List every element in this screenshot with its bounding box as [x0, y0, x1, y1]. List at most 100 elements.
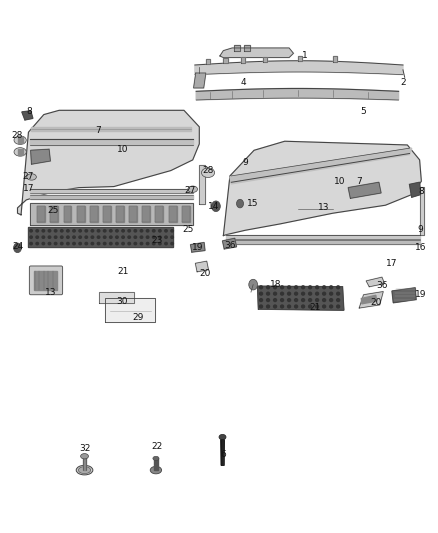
Polygon shape [18, 149, 23, 155]
Ellipse shape [287, 298, 291, 302]
Text: 27: 27 [185, 186, 196, 195]
Ellipse shape [102, 241, 107, 245]
Polygon shape [263, 56, 267, 62]
Ellipse shape [121, 241, 125, 245]
Text: 28: 28 [12, 132, 23, 140]
Ellipse shape [150, 466, 162, 474]
Ellipse shape [301, 285, 305, 289]
Ellipse shape [273, 304, 277, 309]
Ellipse shape [322, 298, 326, 302]
Ellipse shape [153, 456, 159, 461]
Ellipse shape [266, 285, 270, 289]
Ellipse shape [336, 304, 340, 309]
Ellipse shape [287, 304, 291, 309]
Polygon shape [230, 148, 412, 184]
Ellipse shape [308, 292, 312, 296]
Ellipse shape [47, 229, 52, 232]
Polygon shape [105, 298, 155, 322]
Ellipse shape [280, 285, 284, 289]
Ellipse shape [47, 241, 52, 245]
Polygon shape [99, 292, 134, 303]
Ellipse shape [266, 304, 270, 309]
Ellipse shape [41, 229, 46, 232]
Polygon shape [116, 206, 124, 222]
Ellipse shape [127, 229, 131, 232]
Ellipse shape [27, 174, 36, 180]
Ellipse shape [60, 241, 64, 245]
Ellipse shape [102, 236, 107, 239]
Text: 21: 21 [118, 268, 129, 276]
Ellipse shape [96, 236, 100, 239]
Ellipse shape [164, 229, 168, 232]
Ellipse shape [66, 236, 70, 239]
Text: 14: 14 [208, 202, 219, 211]
Text: 9: 9 [417, 225, 424, 233]
Ellipse shape [84, 236, 88, 239]
Ellipse shape [109, 229, 113, 232]
Text: 13: 13 [318, 204, 330, 212]
Polygon shape [31, 127, 191, 131]
Ellipse shape [329, 304, 333, 309]
Text: 28: 28 [203, 166, 214, 175]
Polygon shape [50, 206, 58, 222]
Ellipse shape [329, 292, 333, 296]
Ellipse shape [266, 292, 270, 296]
FancyBboxPatch shape [29, 266, 63, 295]
Ellipse shape [66, 241, 70, 245]
Polygon shape [420, 187, 424, 235]
Polygon shape [244, 45, 250, 51]
Ellipse shape [322, 285, 326, 289]
Polygon shape [155, 206, 163, 222]
Ellipse shape [109, 236, 113, 239]
Polygon shape [64, 206, 71, 222]
Ellipse shape [273, 298, 277, 302]
Polygon shape [223, 141, 421, 236]
Ellipse shape [72, 236, 76, 239]
Ellipse shape [53, 229, 57, 232]
Polygon shape [258, 286, 344, 310]
Ellipse shape [90, 229, 94, 232]
Ellipse shape [115, 229, 119, 232]
Ellipse shape [66, 229, 70, 232]
Ellipse shape [127, 241, 131, 245]
Polygon shape [195, 61, 403, 75]
Ellipse shape [78, 229, 82, 232]
Ellipse shape [53, 236, 57, 239]
Polygon shape [199, 165, 205, 204]
Ellipse shape [308, 304, 312, 309]
Polygon shape [206, 59, 210, 64]
Polygon shape [226, 240, 420, 244]
Ellipse shape [322, 304, 326, 309]
Polygon shape [410, 182, 420, 197]
Ellipse shape [72, 229, 76, 232]
Ellipse shape [53, 241, 57, 245]
Ellipse shape [152, 241, 156, 245]
Polygon shape [30, 189, 193, 193]
Polygon shape [366, 277, 385, 287]
Text: 17: 17 [23, 184, 34, 193]
Ellipse shape [96, 241, 100, 245]
Text: 10: 10 [334, 177, 345, 185]
Polygon shape [83, 457, 86, 470]
Ellipse shape [336, 292, 340, 296]
Ellipse shape [139, 229, 144, 232]
Text: 19: 19 [192, 244, 204, 252]
Ellipse shape [336, 285, 340, 289]
Text: 25: 25 [183, 225, 194, 233]
Polygon shape [223, 238, 237, 249]
Polygon shape [298, 56, 302, 61]
Polygon shape [223, 58, 228, 63]
Ellipse shape [29, 229, 33, 232]
Text: 5: 5 [360, 108, 367, 116]
Polygon shape [22, 111, 33, 120]
Ellipse shape [145, 229, 149, 232]
Polygon shape [194, 73, 206, 88]
Ellipse shape [170, 236, 174, 239]
Ellipse shape [121, 236, 125, 239]
Ellipse shape [308, 298, 312, 302]
Text: 29: 29 [132, 313, 144, 321]
Ellipse shape [84, 229, 88, 232]
Ellipse shape [170, 241, 174, 245]
Polygon shape [77, 206, 85, 222]
Text: 9: 9 [242, 158, 248, 167]
